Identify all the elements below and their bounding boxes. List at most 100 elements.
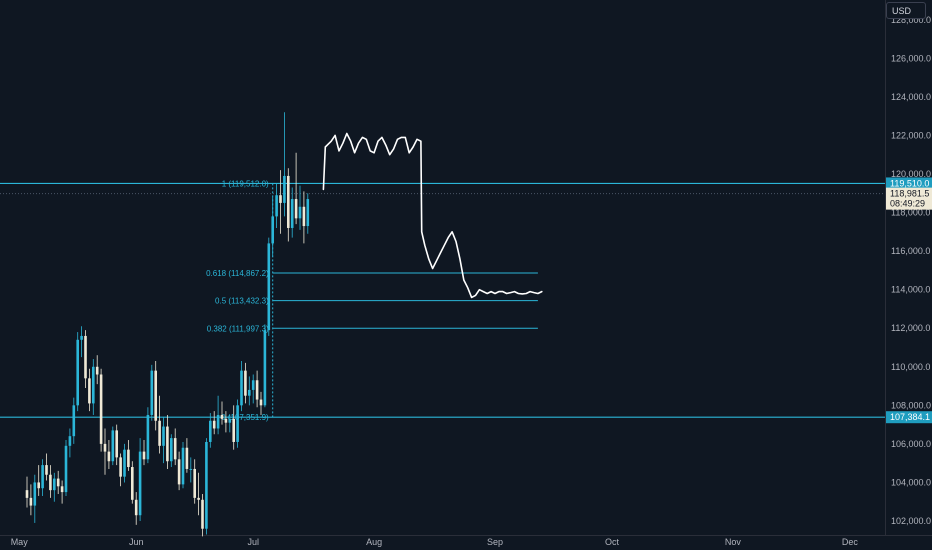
y-tick-label: 116,000.0 — [891, 246, 930, 256]
candle-body — [205, 441, 208, 529]
candle-body — [123, 449, 126, 477]
candle-body — [25, 490, 29, 498]
candle-body — [103, 443, 107, 452]
candle-body — [173, 438, 177, 460]
x-tick-label: Jun — [129, 537, 144, 547]
candle-body — [64, 445, 68, 493]
candle-body — [271, 216, 274, 244]
candle-body — [158, 420, 161, 446]
candle-body — [138, 451, 142, 516]
candle-body — [240, 370, 243, 406]
candle-body — [115, 430, 118, 458]
candle-body — [220, 414, 224, 419]
candle-body — [216, 414, 220, 429]
fib-level-label: 0.382 (111,997.3) — [207, 324, 269, 333]
candle-body — [290, 199, 294, 228]
x-tick-label: Oct — [605, 537, 620, 547]
projection-path — [322, 132, 543, 299]
y-tick-label: 102,000.0 — [891, 516, 931, 526]
candle-body — [170, 438, 173, 462]
candle-body — [248, 389, 251, 396]
candle-body — [244, 370, 247, 396]
x-tick-label: Aug — [366, 537, 382, 547]
candle-body — [181, 447, 185, 485]
y-tick-label: 118,000.0 — [891, 208, 930, 218]
y-tick-label: 110,000.0 — [891, 362, 930, 372]
y-tick-label: 128,000.0 — [891, 15, 931, 25]
candle-body — [236, 405, 239, 442]
y-tick-label: 106,000.0 — [891, 439, 931, 449]
x-tick-label: Sep — [487, 537, 503, 547]
candle-body — [119, 457, 122, 477]
price-tag-label: 107,384.1 — [890, 412, 930, 422]
candle-body — [134, 499, 138, 516]
candle-body — [306, 199, 310, 227]
x-tick-label: Nov — [725, 537, 742, 547]
candle-body — [177, 459, 181, 485]
candle-body — [209, 420, 212, 442]
candle-body — [37, 482, 40, 489]
candle-body — [255, 380, 259, 400]
y-tick-label: 126,000.0 — [891, 53, 931, 63]
candle-body — [189, 468, 193, 470]
candle-body — [197, 497, 200, 500]
candle-body — [259, 399, 263, 406]
candle-body — [53, 478, 56, 491]
y-tick-label: 120,000.0 — [891, 169, 931, 179]
x-tick-label: Dec — [842, 537, 859, 547]
candle-body — [131, 467, 134, 500]
candle-body — [68, 436, 72, 446]
price-tag — [886, 177, 932, 190]
candle-body — [92, 366, 95, 404]
candle-body — [201, 499, 204, 529]
candle-body — [283, 175, 286, 203]
candle-body — [142, 451, 146, 460]
candle-body — [232, 418, 235, 442]
candle-body — [33, 482, 37, 506]
candle-body — [84, 335, 87, 379]
candle-body — [76, 339, 79, 406]
fib-level-label: 0.618 (114,867.2) — [206, 269, 269, 278]
candle-body — [111, 430, 115, 462]
candle-body — [99, 374, 103, 444]
candle-body — [49, 474, 52, 491]
last-price-label: 118,981.5 — [890, 189, 929, 199]
x-tick-label: May — [11, 537, 29, 547]
candle-body — [29, 497, 33, 506]
candle-body — [45, 465, 48, 475]
candle-body — [41, 465, 44, 489]
candle-body — [212, 420, 216, 429]
candle-body — [294, 199, 298, 219]
candle-body — [127, 449, 130, 468]
candle-body — [193, 468, 196, 498]
y-tick-label: 114,000.0 — [891, 285, 930, 295]
y-tick-label: 112,000.0 — [891, 323, 930, 333]
countdown-label: 08:49:29 — [890, 199, 925, 209]
candle-body — [166, 426, 169, 462]
price-tag-label: 119,510.0 — [890, 178, 929, 188]
candle-body — [263, 330, 267, 406]
candle-body — [185, 447, 189, 469]
candle-body — [60, 486, 64, 493]
candle-body — [224, 418, 228, 423]
candle-body — [88, 378, 91, 404]
candle-body — [298, 206, 302, 219]
candle-body — [72, 405, 76, 437]
y-tick-label: 104,000.0 — [891, 477, 931, 487]
currency-button[interactable]: USD — [886, 2, 926, 19]
candle-body — [267, 243, 271, 331]
y-tick-label: 122,000.0 — [891, 130, 931, 140]
candle-body — [279, 195, 282, 203]
fib-level-label: 0.5 (113,432.3) — [215, 297, 269, 306]
candle-body — [150, 370, 154, 415]
candle-body — [107, 451, 111, 462]
candle-body — [80, 335, 83, 340]
fib-level-label: 0 (107,351.9) — [221, 413, 269, 422]
x-tick-label: Jul — [247, 537, 259, 547]
candle-body — [162, 426, 165, 446]
price-tag — [886, 411, 932, 424]
candle-body — [275, 195, 278, 217]
candle-body — [228, 418, 232, 423]
